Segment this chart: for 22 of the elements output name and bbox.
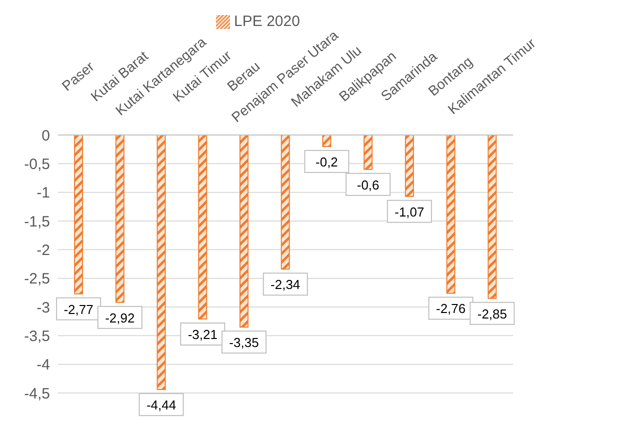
y-tick-label: -2,5 [24, 270, 50, 288]
data-label: -3,21 [188, 327, 218, 342]
y-tick-label: -4 [36, 356, 50, 374]
data-label: -2,85 [477, 306, 507, 322]
data-label: -4,44 [146, 398, 176, 413]
data-label: -2,76 [436, 301, 466, 316]
y-tick-label: -4,5 [24, 385, 50, 402]
y-tick-label: -3,5 [24, 328, 50, 345]
data-label: -2,77 [64, 302, 94, 317]
y-tick-label: -3 [36, 299, 50, 316]
data-label: -1,07 [394, 204, 424, 220]
data-label: -0,2 [316, 154, 338, 170]
y-tick-label: 0 [42, 127, 50, 144]
data-label: -2,34 [270, 277, 300, 292]
y-tick-label: -1 [36, 184, 50, 202]
data-label: -3,35 [229, 335, 259, 350]
data-label: -0,6 [356, 177, 380, 192]
y-tick-label: -1,5 [24, 213, 50, 230]
y-tick-label: -0,5 [24, 156, 50, 173]
y-tick-label: -2 [36, 242, 50, 259]
data-label: -2,92 [105, 310, 135, 326]
legend-label: LPE 2020 [234, 13, 300, 30]
